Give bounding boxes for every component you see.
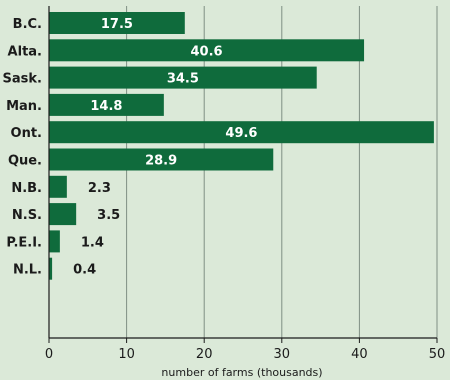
category-label: Ont. <box>11 126 42 141</box>
x-tick-label: 10 <box>118 347 135 362</box>
bar-ont <box>49 121 434 144</box>
category-label: Sask. <box>3 72 42 87</box>
bar-alta <box>49 39 365 62</box>
bar-pei <box>49 230 60 253</box>
data-label: 14.8 <box>90 99 122 114</box>
data-label: 17.5 <box>101 17 133 32</box>
category-label: Que. <box>8 154 42 169</box>
value-labels: 17.5 40.6 34.5 14.8 49.6 28.9 2.3 3.5 1.4 0.4 <box>73 17 257 278</box>
bar-ns <box>49 203 77 226</box>
x-tick-label: 20 <box>196 347 213 362</box>
category-label: N.L. <box>13 263 42 278</box>
category-label: B.C. <box>13 17 42 32</box>
x-tick-label: 30 <box>274 347 291 362</box>
bar-nb <box>49 175 67 198</box>
data-label: 28.9 <box>145 154 177 169</box>
data-label: 34.5 <box>167 72 199 87</box>
bar-sask <box>49 66 317 89</box>
category-label: N.B. <box>11 181 42 196</box>
category-label: Alta. <box>8 44 42 59</box>
x-axis: 0 10 20 30 40 50 <box>45 6 445 362</box>
x-tick-label: 50 <box>429 347 446 362</box>
bar-nl <box>49 257 53 280</box>
data-label: 3.5 <box>97 208 120 223</box>
x-axis-title: number of farms (thousands) <box>161 366 322 379</box>
bar-que <box>49 148 274 171</box>
data-label: 49.6 <box>225 126 257 141</box>
category-label: P.E.I. <box>6 235 42 250</box>
data-label: 2.3 <box>88 181 111 196</box>
data-label: 1.4 <box>81 235 104 250</box>
category-labels: B.C. Alta. Sask. Man. Ont. Que. N.B. N.S. P.E.I.… <box>3 17 42 278</box>
x-tick-label: 0 <box>45 347 53 362</box>
data-label: 0.4 <box>73 263 96 278</box>
category-label: N.S. <box>12 208 42 223</box>
bars <box>49 12 434 280</box>
bar-man <box>49 93 164 116</box>
x-tick-label: 40 <box>351 347 368 362</box>
bar-bc <box>49 12 185 34</box>
data-label: 40.6 <box>190 44 222 59</box>
category-label: Man. <box>6 99 42 114</box>
